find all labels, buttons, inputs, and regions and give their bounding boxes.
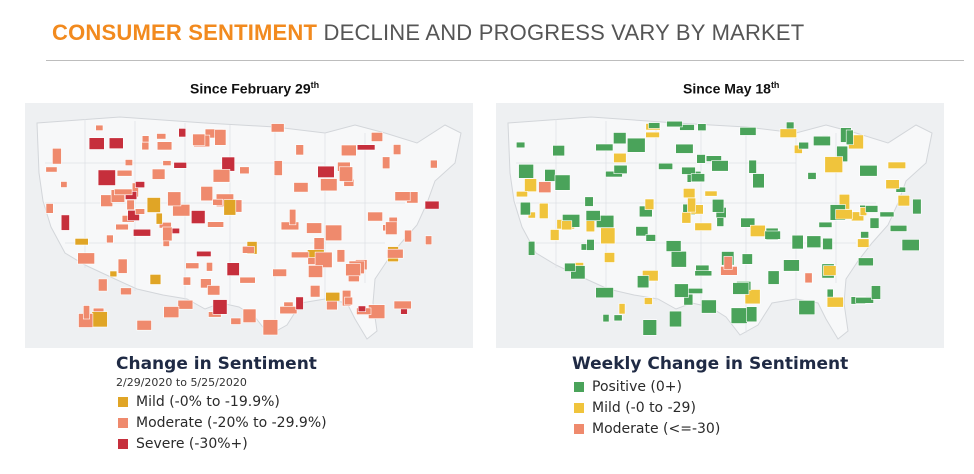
mild-weekly-swatch bbox=[574, 403, 584, 413]
right-legend: Weekly Change in Sentiment Positive (0+)… bbox=[572, 354, 848, 437]
right-map-title: Since May 18th bbox=[683, 80, 780, 97]
left-legend: Change in Sentiment 2/29/2020 to 5/25/20… bbox=[116, 354, 327, 452]
header-accent: CONSUMER SENTIMENT bbox=[52, 20, 318, 45]
moderate-swatch bbox=[118, 418, 128, 428]
header-rest: DECLINE AND PROGRESS VARY BY MARKET bbox=[323, 20, 805, 45]
legend-item-positive: Positive (0+) bbox=[572, 379, 848, 395]
moderate-weekly-swatch bbox=[574, 424, 584, 434]
header-divider bbox=[46, 60, 964, 61]
left-legend-date-range: 2/29/2020 to 5/25/2020 bbox=[116, 376, 247, 389]
left-map bbox=[25, 103, 473, 348]
legend-item-mild-weekly: Mild (-0 to -29) bbox=[572, 400, 848, 416]
legend-item-moderate: Moderate (-20% to -29.9%) bbox=[116, 415, 327, 431]
left-legend-title: Change in Sentiment bbox=[116, 354, 317, 374]
legend-item-mild: Mild (-0% to -19.9%) bbox=[116, 394, 327, 410]
left-map-svg bbox=[25, 103, 473, 348]
mild-swatch bbox=[118, 397, 128, 407]
right-legend-title: Weekly Change in Sentiment bbox=[572, 354, 849, 374]
legend-item-moderate-weekly: Moderate (<=-30) bbox=[572, 421, 848, 437]
severe-swatch bbox=[118, 439, 128, 449]
legend-item-severe: Severe (-30%+) bbox=[116, 436, 327, 452]
right-map-svg bbox=[496, 103, 944, 348]
positive-swatch bbox=[574, 382, 584, 392]
right-map bbox=[496, 103, 944, 348]
page-header: CONSUMER SENTIMENT DECLINE AND PROGRESS … bbox=[52, 20, 804, 46]
left-map-title: Since February 29th bbox=[190, 80, 320, 97]
